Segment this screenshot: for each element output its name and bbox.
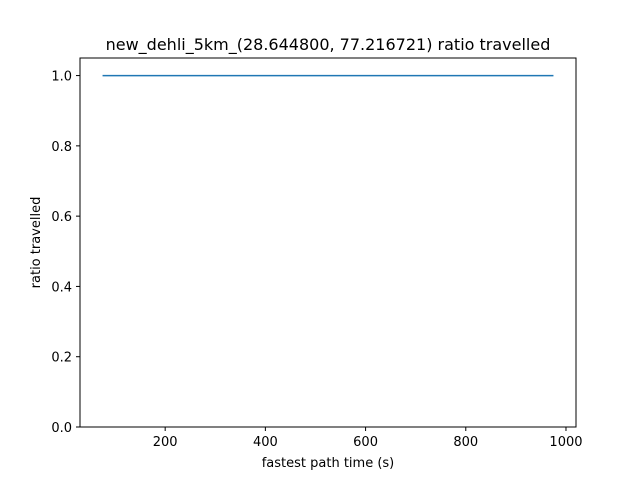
chart-title: new_dehli_5km_(28.644800, 77.216721) rat…	[106, 35, 551, 55]
y-tick-label: 0.6	[51, 210, 72, 225]
x-tick-label: 600	[353, 435, 378, 450]
x-axis-ticks: 200 400 600 800 1000	[153, 427, 583, 450]
x-tick-label: 400	[253, 435, 278, 450]
y-axis-label: ratio travelled	[29, 197, 44, 289]
y-tick-label: 0.2	[51, 351, 72, 366]
x-tick-label: 800	[453, 435, 478, 450]
x-tick-label: 200	[153, 435, 178, 450]
y-tick-label: 1.0	[51, 70, 72, 85]
y-axis-ticks: 0.0 0.2 0.4 0.6 0.8 1.0	[51, 70, 80, 436]
x-axis-label: fastest path time (s)	[262, 456, 395, 471]
y-tick-label: 0.4	[51, 280, 72, 295]
plot-area-frame	[79, 57, 577, 428]
x-tick-label: 1000	[549, 435, 582, 450]
y-tick-label: 0.8	[51, 140, 72, 155]
y-tick-label: 0.0	[51, 421, 72, 436]
